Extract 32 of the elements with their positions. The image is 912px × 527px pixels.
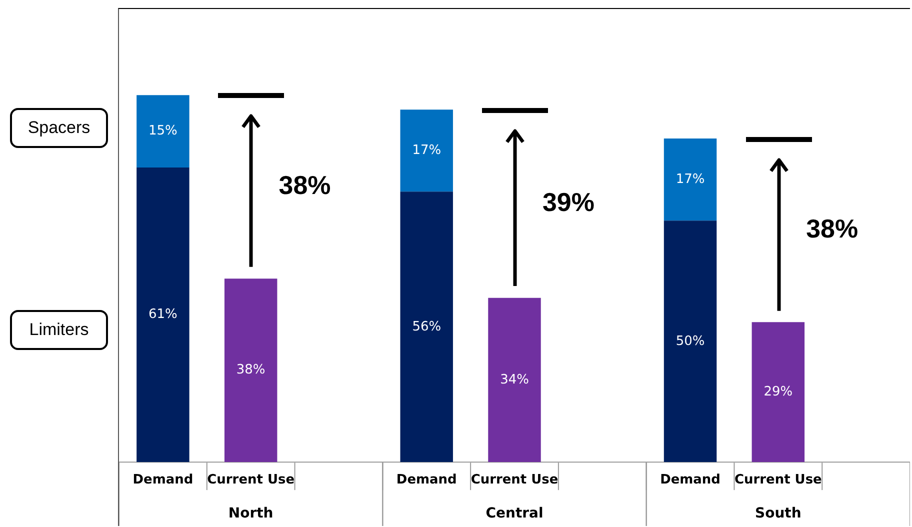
bar bbox=[488, 298, 541, 462]
data-label: 50% bbox=[676, 334, 705, 349]
data-label: 29% bbox=[764, 384, 793, 400]
text: Central bbox=[486, 506, 544, 522]
data-label: 56% bbox=[412, 319, 442, 334]
data-label: 38% bbox=[236, 362, 266, 378]
bar bbox=[400, 110, 453, 192]
bar bbox=[664, 138, 717, 221]
x-tick-label: Current Use bbox=[734, 472, 822, 488]
text: North bbox=[228, 506, 274, 522]
x-tick-label: Current Use bbox=[470, 472, 558, 488]
bar bbox=[664, 220, 717, 462]
x-tick-label: Demand bbox=[660, 472, 720, 488]
bar bbox=[136, 95, 190, 168]
text: Spacers bbox=[10, 108, 108, 148]
bar bbox=[224, 278, 278, 462]
x-tick-label: Current Use bbox=[207, 472, 295, 488]
x-tick-label: Demand bbox=[396, 472, 457, 488]
data-label: 15% bbox=[148, 124, 178, 139]
data-label: 34% bbox=[500, 372, 529, 388]
annotation: 39% bbox=[542, 188, 594, 217]
bar bbox=[400, 192, 453, 462]
text: Limiters bbox=[10, 310, 108, 350]
annotation: 38% bbox=[278, 172, 331, 200]
data-label: 17% bbox=[412, 143, 442, 158]
text: South bbox=[755, 506, 802, 522]
data-label: 61% bbox=[148, 307, 178, 322]
x-tick-label: Demand bbox=[132, 472, 194, 488]
annotation: 38% bbox=[806, 215, 858, 244]
bar bbox=[136, 168, 190, 462]
bar bbox=[752, 322, 805, 462]
data-label: 17% bbox=[676, 172, 705, 187]
